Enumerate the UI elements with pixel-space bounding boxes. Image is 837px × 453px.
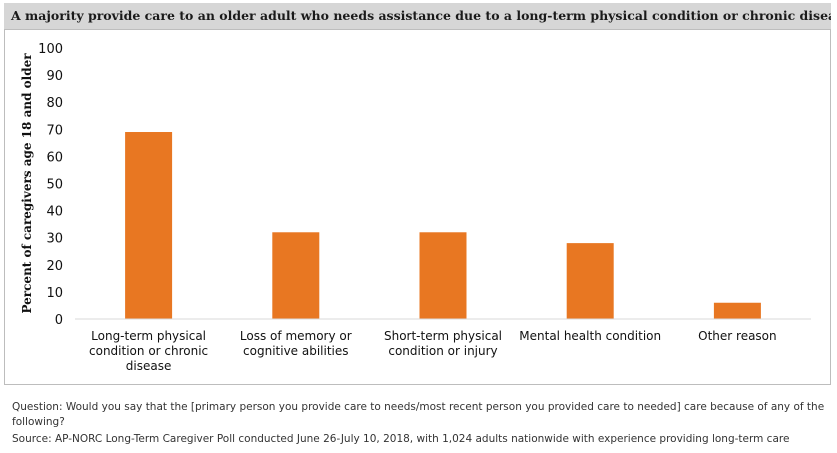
bars: [125, 132, 761, 319]
question-note: Question: Would you say that the [primar…: [12, 401, 825, 428]
bar-chart: 0 10 20 30 40 50 60 70 80 90 100 Long-term physica…: [20, 42, 811, 373]
y-tick-label: 100: [38, 42, 63, 57]
x-category-label: Short-term physical condition or injury: [384, 329, 502, 358]
x-axis: Long-term physical condition or chronic di…: [75, 318, 811, 373]
source-note: Source: AP-NORC Long-Term Caregiver Poll…: [12, 433, 790, 445]
bar: [125, 132, 173, 319]
y-tick-label: 70: [46, 123, 63, 138]
x-category-label-line: Long-term physical: [91, 329, 206, 343]
y-tick-label: 10: [46, 286, 63, 301]
y-tick-label: 0: [55, 313, 63, 328]
x-category-label-line: Loss of memory or: [240, 329, 352, 343]
chart-area: 0 10 20 30 40 50 60 70 80 90 100 Long-term physica…: [4, 29, 831, 385]
x-category-label: Other reason: [698, 329, 777, 343]
x-category-label-line: Mental health condition: [519, 329, 661, 343]
x-category-label-line: condition or chronic: [89, 344, 208, 358]
x-category-label-line: disease: [126, 359, 172, 373]
bar: [272, 232, 320, 319]
bar: [419, 232, 467, 319]
x-category-label-line: Other reason: [698, 329, 777, 343]
y-tick-label: 60: [46, 150, 63, 165]
y-tick-label: 30: [46, 232, 63, 247]
y-tick-label: 50: [46, 178, 63, 193]
x-category-label-line: condition or injury: [388, 344, 497, 358]
x-category-label: Long-term physical condition or chronic di…: [89, 329, 208, 373]
x-category-label-line: cognitive abilities: [243, 344, 348, 358]
y-axis-title: Percent of caregivers age 18 and older: [20, 53, 34, 314]
bar: [713, 302, 761, 319]
y-tick-label: 40: [46, 205, 63, 220]
x-category-label-line: Short-term physical: [384, 329, 502, 343]
x-category-label: Mental health condition: [519, 329, 661, 343]
y-tick-label: 80: [46, 96, 63, 111]
chart-title: A majority provide care to an older adul…: [4, 3, 831, 29]
bar: [566, 243, 614, 319]
x-category-label: Loss of memory or cognitive abilities: [240, 329, 352, 358]
y-axis: 0 10 20 30 40 50 60 70 80 90 100: [38, 42, 63, 328]
y-tick-label: 20: [46, 259, 63, 274]
y-tick-label: 90: [46, 69, 63, 84]
